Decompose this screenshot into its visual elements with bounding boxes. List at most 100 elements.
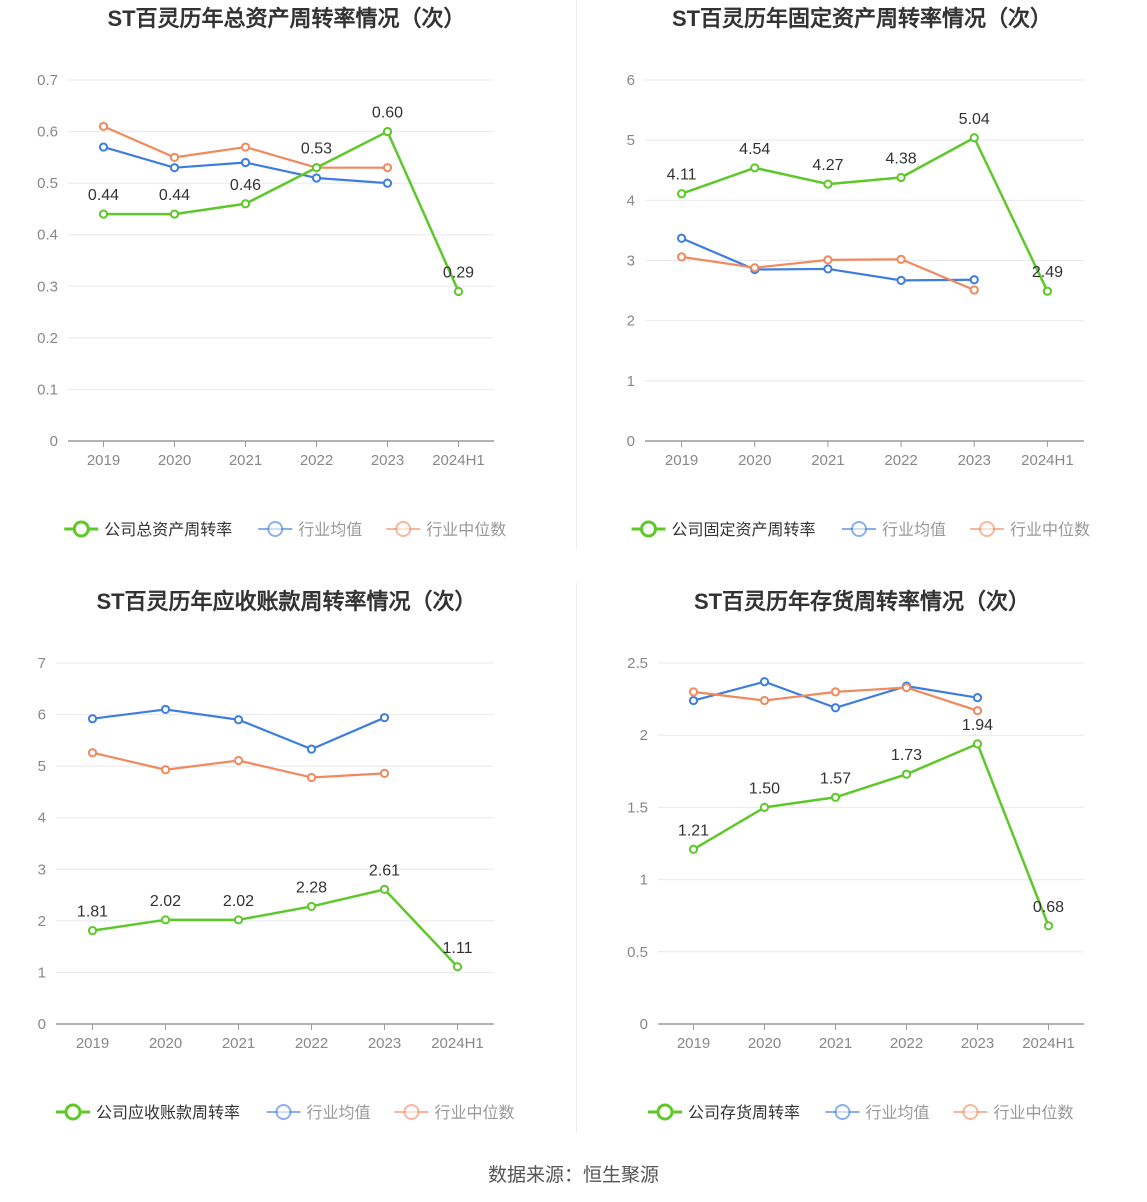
x-tick-label: 2021 (811, 452, 844, 469)
data-point-median (901, 682, 912, 693)
data-point-avg (896, 275, 906, 285)
x-tick-label: 2023 (961, 1035, 994, 1052)
data-point-median (382, 163, 393, 173)
x-tick-label: 2024H1 (432, 452, 485, 469)
data-label: 1.73 (891, 747, 922, 764)
legend-item-avg: 行业均值 (825, 1104, 930, 1122)
legend-item-avg: 行业均值 (266, 1104, 371, 1122)
data-label: 0.53 (301, 141, 332, 158)
x-tick-label: 2019 (665, 452, 698, 469)
data-point-median (676, 252, 687, 262)
data-label: 4.54 (739, 141, 770, 158)
data-point-company (98, 209, 109, 219)
data-point-company (750, 163, 760, 173)
data-point-median (306, 772, 317, 783)
data-label: 1.50 (749, 780, 780, 797)
x-tick-label: 2021 (222, 1035, 255, 1052)
legend-item-median: 行业中位数 (970, 521, 1090, 539)
legend-item-company: 公司总资产周转率 (64, 520, 232, 539)
data-point-company (169, 209, 180, 219)
data-point-avg (759, 677, 770, 687)
x-tick-label: 2019 (677, 1035, 710, 1052)
legend-label: 行业中位数 (426, 521, 506, 539)
y-tick-label: 0.7 (37, 72, 58, 89)
data-point-company (759, 802, 770, 812)
data-point-median (87, 748, 98, 758)
x-tick-label: 2023 (371, 452, 404, 469)
data-point-avg (87, 714, 98, 724)
data-point-median (823, 255, 833, 265)
y-tick-label: 0.4 (37, 227, 58, 244)
legend-circle-icon (834, 1104, 851, 1120)
legend-label: 行业均值 (866, 1104, 930, 1122)
series-line-company (92, 888, 459, 968)
data-point-avg (233, 715, 244, 725)
data-point-company (306, 901, 317, 912)
legend-circle-icon (979, 521, 995, 537)
data-point-company (1042, 286, 1053, 296)
y-tick-label: 2 (640, 727, 648, 744)
y-tick-label: 3 (38, 861, 46, 878)
x-tick-label: 2024H1 (1022, 1035, 1075, 1052)
x-tick-label: 2020 (149, 1035, 182, 1052)
data-point-median (750, 263, 760, 273)
data-label: 0.60 (372, 105, 403, 122)
legend-circle-icon (656, 1103, 674, 1121)
legend-item-median: 行业中位数 (394, 1104, 515, 1122)
data-label: 0.29 (443, 264, 474, 281)
data-point-company (233, 915, 244, 925)
data-point-company (830, 792, 841, 802)
y-tick-label: 0 (627, 433, 635, 450)
data-point-median (972, 706, 983, 716)
data-point-company (452, 962, 463, 972)
legend-label: 公司存货周转率 (688, 1104, 800, 1122)
legend-item-avg: 行业均值 (258, 521, 362, 539)
y-tick-label: 0.5 (37, 175, 58, 192)
chart-panel-fixed-asset-turnover: ST百灵历年固定资产周转率情况（次） 0 1 2 3 4 5 6 2019 2020 2021 202… (577, 0, 1147, 583)
data-point-avg (969, 275, 979, 285)
legend: 公司总资产周转率 行业均值 行业中位数 (64, 520, 506, 539)
y-tick-label: 5 (627, 132, 635, 149)
data-label: 1.81 (77, 904, 108, 921)
x-tick-label: 2022 (884, 452, 917, 469)
legend-item-avg: 行业均值 (842, 521, 946, 539)
legend-label: 公司应收账款周转率 (96, 1103, 240, 1122)
x-tick-label: 2020 (158, 452, 191, 469)
data-point-avg (311, 173, 322, 183)
data-point-avg (382, 178, 393, 188)
x-tick-label: 2021 (819, 1035, 852, 1052)
chart-svg: ST百灵历年固定资产周转率情况（次） 0 1 2 3 4 5 6 2019 2020 2021 202… (627, 6, 1090, 539)
y-tick-label: 0 (640, 1016, 648, 1033)
legend-circle-icon (640, 520, 657, 538)
y-tick-label: 3 (627, 253, 635, 270)
data-label: 1.21 (678, 822, 709, 839)
data-point-company (823, 179, 833, 189)
data-point-company (379, 884, 390, 894)
data-point-median (830, 687, 841, 697)
data-point-company (896, 172, 906, 183)
data-label: 1.94 (962, 717, 993, 734)
y-tick-label: 6 (38, 707, 46, 724)
data-label: 0.44 (88, 187, 119, 204)
x-tick-label: 2021 (229, 452, 262, 469)
y-tick-label: 0 (38, 1016, 46, 1033)
data-point-company (87, 926, 98, 936)
series-line-company (103, 130, 460, 292)
chart-panel-receivables-turnover: ST百灵历年应收账款周转率情况（次） 0 1 2 3 4 5 6 7 2019 2020 2021 20… (0, 583, 573, 1166)
data-label: 1.57 (820, 770, 851, 787)
data-label: 2.28 (296, 879, 327, 896)
data-point-company (901, 769, 912, 779)
legend: 公司应收账款周转率 行业均值 行业中位数 (56, 1103, 515, 1122)
y-tick-label: 5 (38, 758, 46, 775)
y-tick-label: 4 (38, 810, 46, 827)
data-label: 0.46 (230, 177, 261, 194)
data-point-company (160, 915, 171, 925)
panel-divider-top (576, 0, 577, 550)
data-point-median (969, 285, 979, 295)
data-point-avg (169, 163, 180, 173)
data-point-avg (240, 157, 251, 168)
x-tick-label: 2019 (87, 452, 120, 469)
data-point-company (311, 163, 322, 173)
legend-circle-icon (275, 1104, 292, 1120)
y-tick-label: 4 (627, 192, 635, 209)
